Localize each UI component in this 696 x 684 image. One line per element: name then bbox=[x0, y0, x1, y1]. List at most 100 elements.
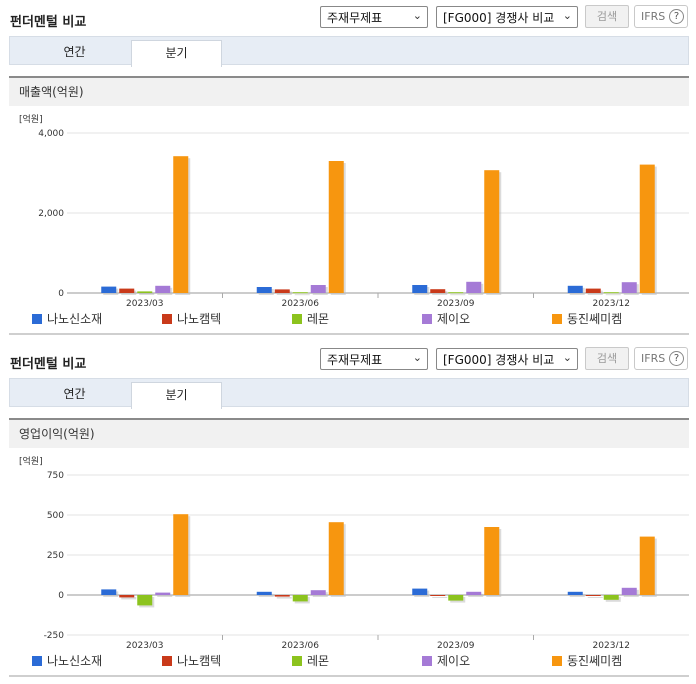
peer-compare-value: [FG000] 경쟁사 비교 bbox=[443, 353, 555, 367]
y-tick-label: 250 bbox=[47, 551, 64, 561]
x-tick-label: 2023/06 bbox=[282, 299, 320, 306]
y-tick-label: 0 bbox=[58, 289, 64, 299]
bar-shadow bbox=[294, 294, 310, 296]
peer-compare-select[interactable]: [FG000] 경쟁사 비교 ⌄ bbox=[436, 6, 578, 28]
fundamental-panel-operating-profit: 펀더멘털 비교 주재무제표 ⌄ [FG000] 경쟁사 비교 ⌄ 검색 IFRS… bbox=[0, 342, 696, 684]
x-tick-label: 2023/03 bbox=[126, 299, 163, 306]
report-type-select[interactable]: 주재무제표 ⌄ bbox=[320, 6, 428, 28]
x-tick-label: 2023/09 bbox=[437, 641, 475, 648]
tab-annual[interactable]: 연간 bbox=[63, 45, 86, 59]
bar bbox=[310, 590, 326, 595]
chevron-down-icon: ⌄ bbox=[412, 9, 422, 22]
panel-title: 펀더멘털 비교 bbox=[10, 357, 87, 372]
legend-item[interactable]: 나노신소재 bbox=[32, 652, 102, 669]
legend-item[interactable]: 나노신소재 bbox=[32, 310, 102, 327]
bar-shadow bbox=[468, 593, 484, 597]
bar bbox=[585, 595, 601, 596]
x-tick-label: 2023/06 bbox=[282, 641, 320, 648]
bar bbox=[621, 282, 637, 293]
legend-label: 제이오 bbox=[437, 654, 471, 668]
legend-swatch bbox=[162, 314, 172, 324]
axis-unit-label: [억원] bbox=[19, 455, 43, 467]
chart-legend: 나노신소재 나노캠텍 레몬 제이오 동진쎄미켐 bbox=[32, 310, 682, 326]
legend-item[interactable]: 나노캠텍 bbox=[162, 310, 221, 327]
legend-label: 나노캠텍 bbox=[177, 312, 222, 326]
y-tick-label: 500 bbox=[47, 511, 64, 521]
bar bbox=[328, 161, 344, 293]
legend-label: 레몬 bbox=[307, 654, 330, 668]
legend-label: 나노캠텍 bbox=[177, 654, 222, 668]
bar bbox=[621, 587, 637, 595]
bar-shadow bbox=[157, 594, 173, 597]
bar-shadow bbox=[121, 597, 137, 600]
legend-item[interactable]: 제이오 bbox=[422, 310, 470, 327]
bar bbox=[448, 292, 464, 294]
ifrs-help-button[interactable]: IFRS ? bbox=[634, 5, 688, 28]
ifrs-help-button[interactable]: IFRS ? bbox=[634, 347, 688, 370]
bar bbox=[430, 289, 446, 293]
y-tick-label: -250 bbox=[44, 631, 65, 641]
bar bbox=[137, 291, 153, 293]
section-header: 매출액(억원) bbox=[9, 76, 689, 106]
legend-item[interactable]: 동진쎄미켐 bbox=[552, 310, 622, 327]
bar bbox=[119, 288, 135, 293]
bar-shadow bbox=[139, 293, 155, 295]
legend-item[interactable]: 동진쎄미켐 bbox=[552, 652, 622, 669]
bar bbox=[274, 289, 290, 293]
bar-shadow bbox=[258, 593, 274, 597]
legend-swatch bbox=[32, 314, 42, 324]
bar-chart: [억원] 0 2,000 4,000 2023/03 2023/06 2023/09 2023… bbox=[19, 113, 689, 306]
report-type-select[interactable]: 주재무제표 ⌄ bbox=[320, 348, 428, 370]
legend-item[interactable]: 제이오 bbox=[422, 652, 470, 669]
bar bbox=[603, 595, 619, 600]
legend-item[interactable]: 나노캠텍 bbox=[162, 652, 221, 669]
legend-label: 레몬 bbox=[307, 312, 330, 326]
legend-item[interactable]: 레몬 bbox=[292, 652, 329, 669]
bar bbox=[639, 164, 655, 293]
tab-quarterly[interactable]: 분기 bbox=[131, 40, 222, 67]
chart-legend: 나노신소재 나노캠텍 레몬 제이오 동진쎄미켐 bbox=[32, 652, 682, 668]
period-tabs: 연간 분기 bbox=[9, 36, 689, 67]
tab-quarterly[interactable]: 분기 bbox=[131, 382, 222, 409]
legend-label: 제이오 bbox=[437, 312, 471, 326]
y-tick-label: 0 bbox=[58, 591, 64, 601]
bar bbox=[484, 170, 500, 293]
section-header: 영업이익(억원) bbox=[9, 418, 689, 448]
bar bbox=[101, 589, 117, 595]
bar-chart: [억원] -250 0 250 500 750 2023/03 2023/06 2023/09 2… bbox=[19, 455, 689, 648]
bar bbox=[101, 286, 117, 293]
legend-label: 동진쎄미켐 bbox=[567, 312, 623, 326]
chevron-down-icon: ⌄ bbox=[562, 351, 572, 364]
bar bbox=[292, 292, 308, 294]
bar bbox=[256, 591, 272, 595]
ifrs-label: IFRS bbox=[641, 10, 666, 23]
axis-unit-label: [억원] bbox=[19, 113, 43, 125]
bar bbox=[119, 595, 135, 598]
bar bbox=[173, 514, 189, 595]
tab-annual[interactable]: 연간 bbox=[63, 387, 86, 401]
bar bbox=[603, 292, 619, 294]
x-tick-label: 2023/12 bbox=[593, 299, 630, 306]
x-tick-label: 2023/03 bbox=[126, 641, 163, 648]
divider bbox=[9, 333, 689, 335]
bar-shadow bbox=[587, 597, 603, 598]
search-button[interactable]: 검색 bbox=[585, 5, 629, 28]
peer-compare-select[interactable]: [FG000] 경쟁사 비교 ⌄ bbox=[436, 348, 578, 370]
legend-swatch bbox=[292, 656, 302, 666]
bar-shadow bbox=[276, 597, 292, 599]
bar bbox=[567, 285, 583, 293]
fundamental-panel-revenue: 펀더멘털 비교 주재무제표 ⌄ [FG000] 경쟁사 비교 ⌄ 검색 IFRS… bbox=[9, 5, 689, 335]
bar bbox=[430, 595, 446, 596]
bar-shadow bbox=[569, 593, 585, 597]
help-icon: ? bbox=[669, 9, 684, 24]
bar bbox=[310, 285, 326, 293]
search-button[interactable]: 검색 bbox=[585, 347, 629, 370]
bar bbox=[328, 522, 344, 595]
panel-title: 펀더멘털 비교 bbox=[10, 15, 87, 30]
bar bbox=[639, 536, 655, 595]
divider bbox=[9, 675, 689, 677]
bar bbox=[466, 591, 482, 595]
legend-item[interactable]: 레몬 bbox=[292, 310, 329, 327]
legend-swatch bbox=[32, 656, 42, 666]
bar-shadow bbox=[605, 294, 621, 296]
